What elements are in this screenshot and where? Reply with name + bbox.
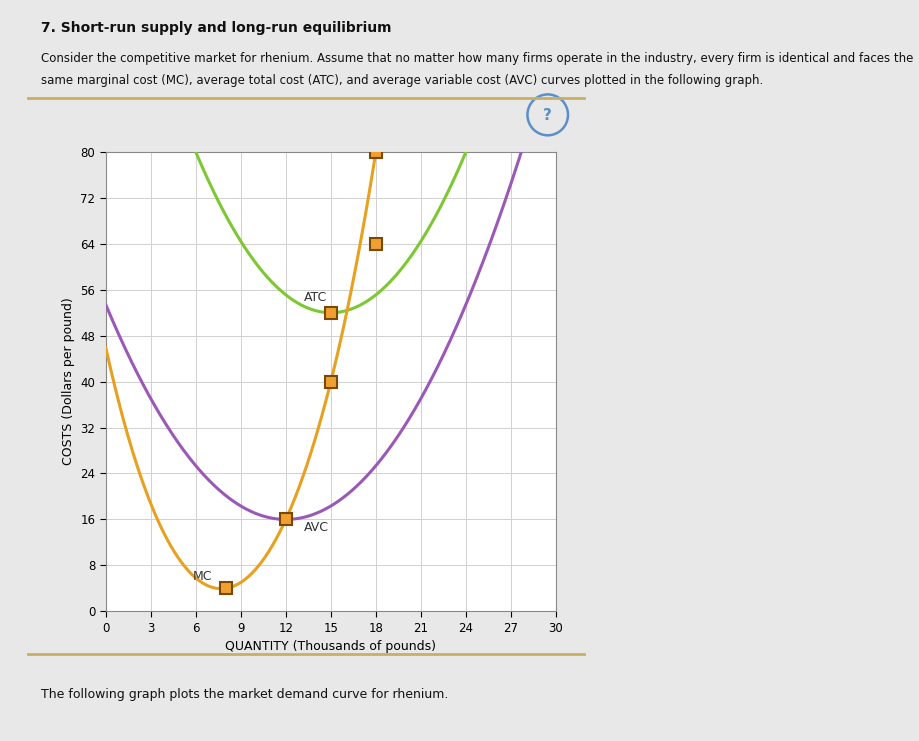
Text: AVC: AVC bbox=[304, 521, 329, 534]
Text: The following graph plots the market demand curve for rhenium.: The following graph plots the market dem… bbox=[41, 688, 448, 701]
Text: same marginal cost (MC), average total cost (ATC), and average variable cost (AV: same marginal cost (MC), average total c… bbox=[41, 74, 764, 87]
Text: ATC: ATC bbox=[304, 291, 327, 305]
Text: MC: MC bbox=[193, 570, 212, 582]
Text: 7. Short-run supply and long-run equilibrium: 7. Short-run supply and long-run equilib… bbox=[41, 21, 391, 35]
Y-axis label: COSTS (Dollars per pound): COSTS (Dollars per pound) bbox=[62, 298, 74, 465]
X-axis label: QUANTITY (Thousands of pounds): QUANTITY (Thousands of pounds) bbox=[225, 640, 437, 654]
Text: Consider the competitive market for rhenium. Assume that no matter how many firm: Consider the competitive market for rhen… bbox=[41, 52, 913, 65]
Text: ?: ? bbox=[543, 108, 552, 123]
